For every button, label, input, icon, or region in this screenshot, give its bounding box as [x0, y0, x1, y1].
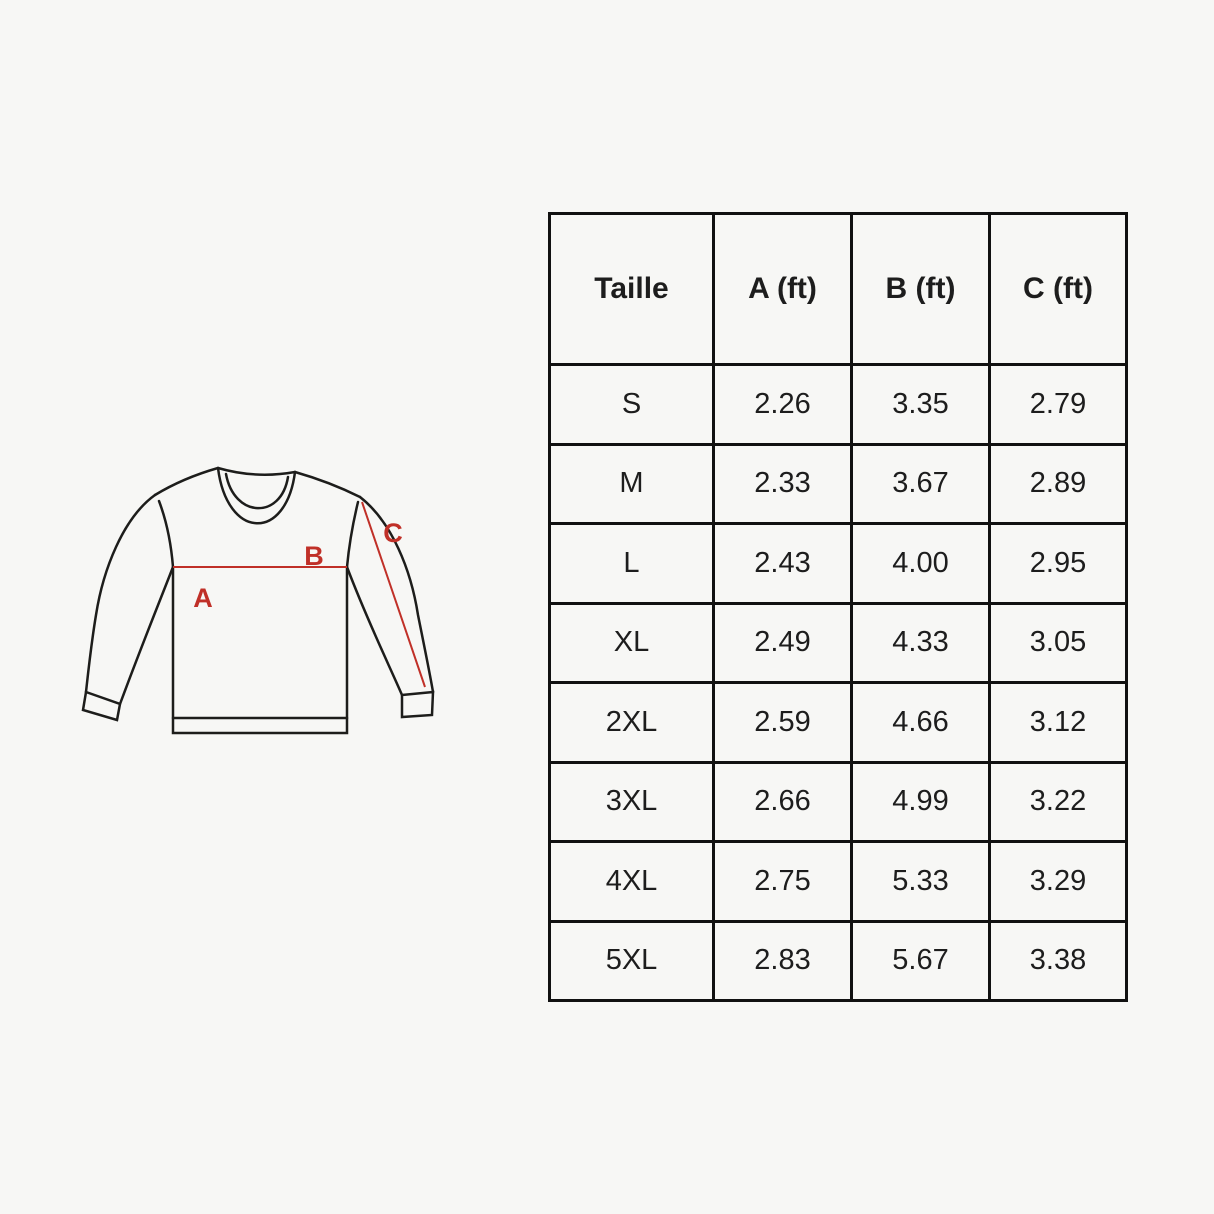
size-cell: XL [548, 601, 715, 684]
sleeve-measurement-line [361, 501, 426, 688]
measurement-annotations [173, 501, 426, 688]
value-cell-a: 2.49 [712, 601, 853, 684]
value-cell-c: 2.89 [988, 442, 1128, 525]
value-cell-a: 2.33 [712, 442, 853, 525]
right-shoulder [293, 470, 362, 499]
right-cuff [400, 690, 435, 719]
table-header-row: Taille A (ft) B (ft) C (ft) [548, 212, 1128, 366]
value-cell-a: 2.59 [712, 681, 853, 764]
body-outline [171, 565, 349, 735]
table-row-4xl: 4XL 2.75 5.33 3.29 [548, 840, 1128, 923]
value-cell-c: 3.12 [988, 681, 1128, 764]
value-cell-c: 2.95 [988, 522, 1128, 605]
col-header-b-ft: B (ft) [850, 212, 991, 366]
collar-outer-seam [216, 466, 297, 525]
value-cell-b: 5.33 [850, 840, 991, 923]
right-sleeve-outer [358, 495, 435, 694]
value-cell-a: 2.66 [712, 760, 853, 843]
value-cell-b: 4.00 [850, 522, 991, 605]
table-row-l: L 2.43 4.00 2.95 [548, 522, 1128, 605]
value-cell-b: 4.99 [850, 760, 991, 843]
left-sleeve-outer [84, 493, 157, 694]
value-cell-c: 3.22 [988, 760, 1128, 843]
value-cell-c: 3.38 [988, 919, 1128, 1002]
table-row-5xl: 5XL 2.83 5.67 3.38 [548, 919, 1128, 1002]
value-cell-c: 2.79 [988, 363, 1128, 446]
value-cell-a: 2.26 [712, 363, 853, 446]
col-header-c-ft: C (ft) [988, 212, 1128, 366]
right-sleeve-inner [345, 565, 404, 697]
left-armhole-seam [157, 499, 175, 569]
table-row-m: M 2.33 3.67 2.89 [548, 442, 1128, 525]
collar-opening [224, 472, 290, 510]
value-cell-a: 2.83 [712, 919, 853, 1002]
size-cell: 2XL [548, 681, 715, 764]
left-sleeve-inner [118, 565, 175, 706]
size-cell: M [548, 442, 715, 525]
size-cell: S [548, 363, 715, 446]
size-cell: 3XL [548, 760, 715, 843]
col-header-taille: Taille [548, 212, 715, 366]
measure-label-c: C [383, 518, 403, 548]
left-shoulder [153, 466, 220, 497]
size-cell: 5XL [548, 919, 715, 1002]
value-cell-c: 3.05 [988, 601, 1128, 684]
value-cell-a: 2.43 [712, 522, 853, 605]
measurement-labels: A B C [193, 518, 403, 613]
col-header-a-ft: A (ft) [712, 212, 853, 366]
value-cell-c: 3.29 [988, 840, 1128, 923]
collar-back-neck [216, 466, 297, 476]
value-cell-a: 2.75 [712, 840, 853, 923]
measure-label-b: B [304, 541, 324, 571]
sweatshirt-outline-icon [81, 466, 435, 735]
value-cell-b: 3.67 [850, 442, 991, 525]
size-cell: 4XL [548, 840, 715, 923]
garment-diagram: A B C [81, 466, 435, 735]
right-armhole-seam [345, 500, 360, 569]
table-row-3xl: 3XL 2.66 4.99 3.22 [548, 760, 1128, 843]
table-row-s: S 2.26 3.35 2.79 [548, 363, 1128, 446]
left-cuff [81, 690, 122, 722]
value-cell-b: 4.33 [850, 601, 991, 684]
measure-label-a: A [193, 583, 213, 613]
table-row-xl: XL 2.49 4.33 3.05 [548, 601, 1128, 684]
table-row-2xl: 2XL 2.59 4.66 3.12 [548, 681, 1128, 764]
value-cell-b: 5.67 [850, 919, 991, 1002]
value-cell-b: 3.35 [850, 363, 991, 446]
size-table: Taille A (ft) B (ft) C (ft) S 2.26 3.35 … [548, 212, 1128, 1002]
size-cell: L [548, 522, 715, 605]
value-cell-b: 4.66 [850, 681, 991, 764]
